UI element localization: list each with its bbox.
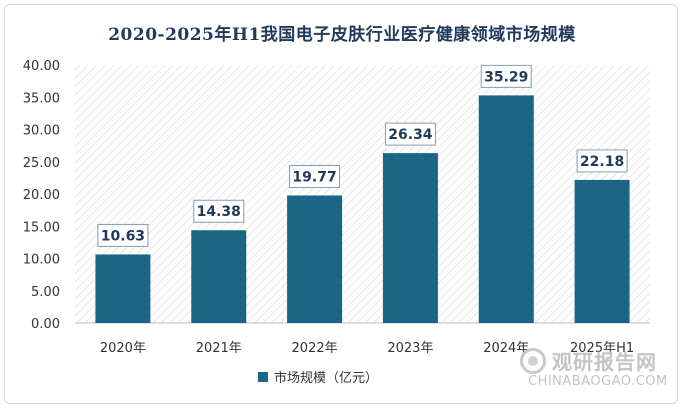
data-label: 19.77	[292, 169, 336, 185]
bar	[478, 95, 534, 323]
y-tick-label: 35.00	[23, 91, 60, 106]
legend-label: 市场规模（亿元）	[274, 370, 378, 386]
chart-title: 2020-2025年H1我国电子皮肤行业医疗健康领域市场规模	[108, 25, 576, 45]
data-label-box	[576, 149, 628, 173]
y-tick-label: 20.00	[23, 188, 60, 203]
data-label: 22.18	[580, 154, 624, 170]
watermark-url: CHINABAOGAO.COM	[528, 374, 668, 389]
watermark: 观研报告网 CHINABAOGAO.COM	[520, 346, 670, 396]
y-tick-label: 30.00	[23, 124, 60, 139]
bar	[382, 153, 438, 323]
data-label-box	[289, 164, 341, 188]
y-tick-label: 25.00	[23, 156, 60, 171]
watermark-name: 观研报告网	[552, 350, 657, 374]
data-label: 35.29	[484, 69, 528, 85]
x-tick-label: 2022年	[292, 341, 338, 356]
x-tick-label: 2021年	[196, 341, 242, 356]
y-tick-label: 40.00	[23, 59, 60, 74]
y-tick-label: 0.00	[31, 317, 60, 332]
data-label-box	[384, 122, 436, 146]
data-label-box	[97, 223, 149, 247]
y-tick-label: 5.00	[31, 285, 60, 300]
data-label-box	[480, 64, 532, 88]
bar	[287, 195, 343, 323]
bar	[574, 179, 630, 323]
legend-swatch	[258, 372, 268, 382]
y-tick-label: 10.00	[23, 253, 60, 268]
x-tick-label: 2023年	[387, 341, 433, 356]
data-label-box	[193, 199, 245, 223]
bar	[191, 230, 247, 323]
x-tick-label: 2020年	[100, 341, 146, 356]
data-label: 10.63	[101, 228, 145, 244]
plot-area	[75, 65, 650, 323]
bar	[95, 254, 151, 323]
x-tick-label: 2024年	[483, 341, 529, 356]
data-label: 26.34	[388, 127, 433, 143]
x-tick-label: 2025年H1	[570, 341, 634, 356]
data-label: 14.38	[197, 204, 241, 220]
watermark-logo-icon	[520, 348, 546, 374]
y-tick-label: 15.00	[23, 220, 60, 235]
